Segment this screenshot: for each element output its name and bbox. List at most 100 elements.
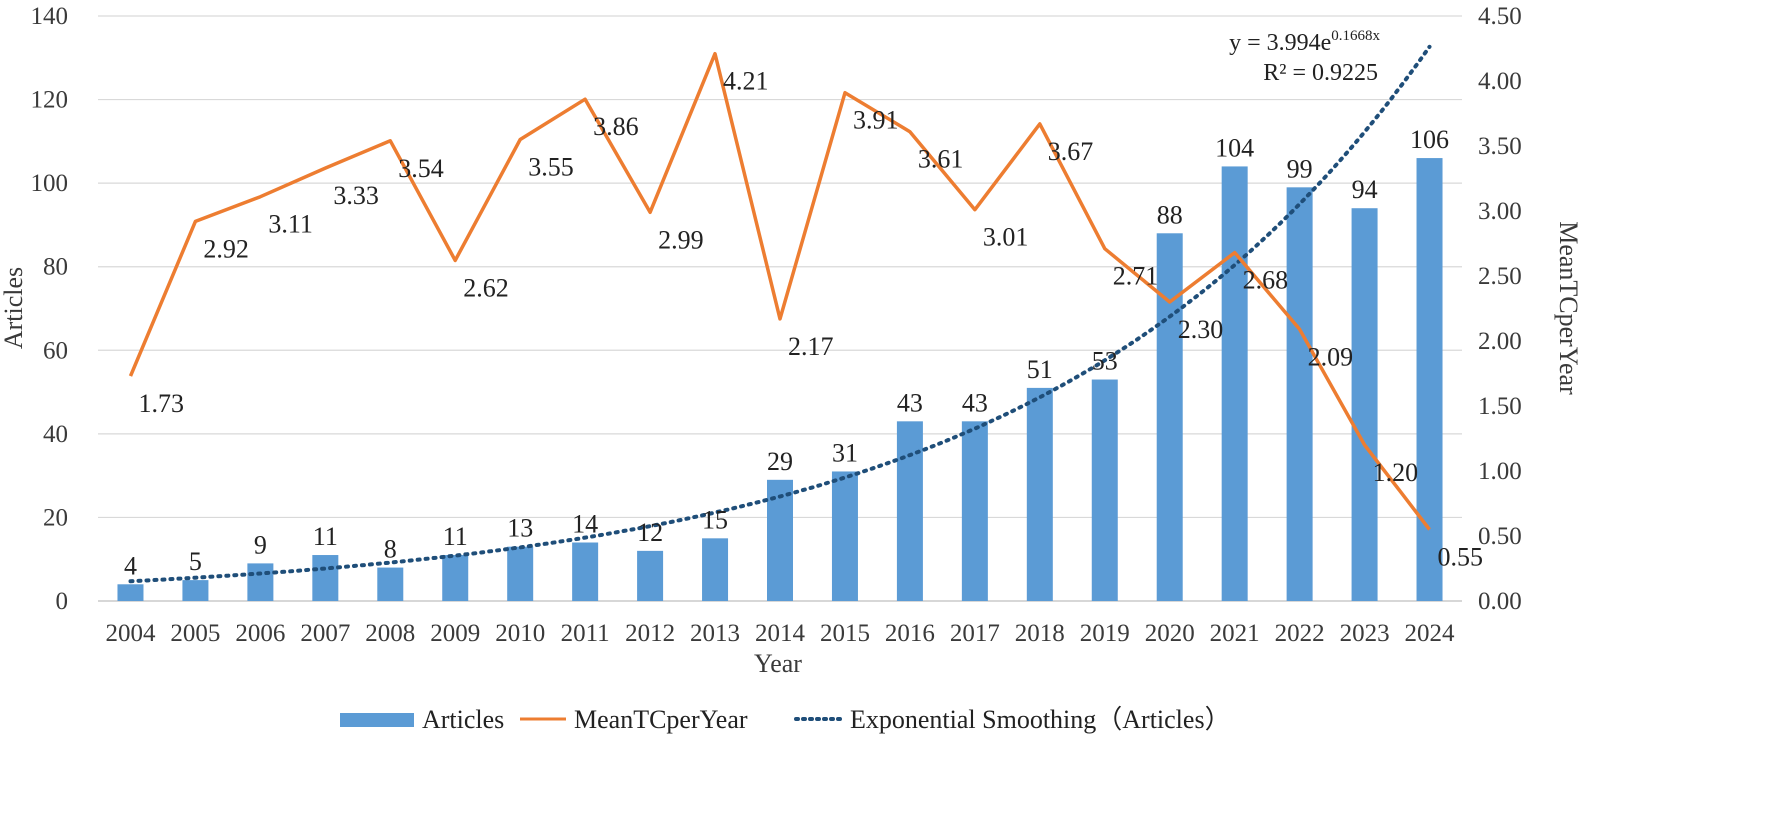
line-point-label: 3.91 bbox=[853, 106, 899, 135]
x-tick-label: 2013 bbox=[690, 620, 740, 647]
y-axis-left-ticks: 0 20 40 60 80 100 120 140 bbox=[31, 3, 69, 615]
y-tick-label: 60 bbox=[43, 337, 68, 364]
line-point-label: 2.09 bbox=[1308, 342, 1354, 371]
bar bbox=[312, 555, 339, 601]
line-point-label: 2.92 bbox=[203, 234, 249, 263]
y2-axis-title: MeanTCperYear bbox=[1554, 221, 1583, 395]
x-axis-title: Year bbox=[754, 649, 802, 678]
legend-label-meantcperyear: MeanTCperYear bbox=[574, 705, 748, 734]
bar bbox=[507, 546, 534, 601]
line-point-label: 3.61 bbox=[918, 145, 964, 174]
y2-tick-label: 3.50 bbox=[1478, 133, 1522, 160]
line-point-label: 3.55 bbox=[528, 153, 574, 182]
y2-tick-label: 0.00 bbox=[1478, 588, 1522, 615]
x-tick-label: 2014 bbox=[755, 620, 806, 647]
line-point-label: 0.55 bbox=[1438, 543, 1484, 572]
bar-label: 43 bbox=[962, 388, 988, 417]
y2-tick-label: 4.50 bbox=[1478, 3, 1522, 30]
bar-label: 106 bbox=[1410, 125, 1449, 154]
line-point-label: 1.20 bbox=[1373, 458, 1419, 487]
bar bbox=[572, 542, 599, 601]
gridlines bbox=[98, 15, 1462, 602]
line-point-label: 2.68 bbox=[1243, 266, 1289, 295]
bar-label: 11 bbox=[313, 522, 338, 551]
line-meantcperyear bbox=[128, 51, 1431, 531]
x-tick-label: 2023 bbox=[1340, 620, 1390, 647]
line-point-label: 3.54 bbox=[398, 154, 444, 183]
x-tick-label: 2011 bbox=[561, 620, 610, 647]
bar-label: 5 bbox=[189, 547, 202, 576]
x-tick-label: 2017 bbox=[950, 620, 1000, 647]
y2-tick-label: 4.00 bbox=[1478, 68, 1522, 95]
trendline-equation: y = 3.994e0.1668x R² = 0.9225 bbox=[1229, 28, 1380, 86]
trendline-exponential bbox=[128, 44, 1432, 584]
y-tick-label: 120 bbox=[31, 87, 69, 114]
x-tick-label: 2004 bbox=[105, 620, 156, 647]
y-tick-label: 140 bbox=[31, 3, 69, 30]
y-tick-label: 100 bbox=[31, 170, 69, 197]
bar-label: 31 bbox=[832, 438, 858, 467]
bar bbox=[442, 555, 469, 601]
line-data-labels: 1.73 2.92 3.11 3.33 3.54 2.62 3.55 3.86 2.99 4.21… bbox=[138, 67, 1483, 572]
y2-tick-label: 3.00 bbox=[1478, 198, 1522, 225]
line-path bbox=[128, 51, 1431, 531]
legend-label-articles: Articles bbox=[422, 705, 504, 734]
legend-label-exponential-smoothing: Exponential Smoothing（Articles） bbox=[850, 705, 1231, 734]
y2-tick-label: 2.00 bbox=[1478, 328, 1522, 355]
bar-label: 51 bbox=[1027, 355, 1053, 384]
legend-swatch-articles bbox=[340, 713, 414, 727]
bar bbox=[117, 584, 144, 601]
svg-text:y = 3.994e0.1668x: y = 3.994e0.1668x bbox=[1229, 28, 1380, 56]
x-tick-label: 2019 bbox=[1080, 620, 1130, 647]
line-point-label: 3.01 bbox=[983, 223, 1029, 252]
bar-label: 104 bbox=[1215, 133, 1254, 162]
x-tick-label: 2022 bbox=[1275, 620, 1325, 647]
legend: Articles MeanTCperYear Exponential Smoot… bbox=[340, 705, 1231, 734]
y-axis-right-ticks: 0.00 0.50 1.00 1.50 2.00 2.50 3.00 3.50 4.00 4.50 bbox=[1478, 3, 1522, 615]
bar bbox=[637, 550, 664, 601]
bar-label: 94 bbox=[1352, 175, 1378, 204]
bar bbox=[896, 421, 923, 601]
line-point-label: 2.30 bbox=[1178, 315, 1224, 344]
bar bbox=[961, 421, 988, 601]
x-tick-label: 2009 bbox=[430, 620, 480, 647]
bar bbox=[831, 471, 858, 601]
y2-tick-label: 1.00 bbox=[1478, 458, 1522, 485]
line-point-label: 2.62 bbox=[463, 273, 509, 302]
x-tick-label: 2010 bbox=[495, 620, 545, 647]
trendline-path bbox=[128, 44, 1432, 584]
y2-tick-label: 0.50 bbox=[1478, 523, 1522, 550]
legend-item-exponential-smoothing: Exponential Smoothing（Articles） bbox=[794, 705, 1231, 734]
line-point-label: 3.33 bbox=[333, 181, 379, 210]
bar-label: 53 bbox=[1092, 347, 1118, 376]
bar bbox=[1221, 166, 1248, 601]
x-tick-label: 2012 bbox=[625, 620, 675, 647]
x-tick-label: 2006 bbox=[235, 620, 285, 647]
y2-tick-label: 2.50 bbox=[1478, 263, 1522, 290]
bar bbox=[702, 538, 729, 601]
x-tick-label: 2024 bbox=[1405, 620, 1456, 647]
bar bbox=[1416, 158, 1443, 602]
bar bbox=[377, 567, 404, 601]
legend-item-articles: Articles bbox=[340, 705, 504, 734]
bar-label: 43 bbox=[897, 388, 923, 417]
y-axis-title: Articles bbox=[0, 267, 28, 349]
bar-label: 11 bbox=[443, 522, 468, 551]
line-point-label: 3.67 bbox=[1048, 137, 1094, 166]
bar-label: 88 bbox=[1157, 200, 1183, 229]
y-tick-label: 80 bbox=[43, 254, 68, 281]
bar-label: 9 bbox=[254, 530, 267, 559]
bar-label: 8 bbox=[384, 535, 397, 564]
bars-articles bbox=[117, 158, 1443, 602]
bar bbox=[1351, 208, 1378, 601]
y-tick-label: 0 bbox=[56, 588, 69, 615]
bar-label: 14 bbox=[572, 510, 598, 539]
line-point-label: 3.86 bbox=[593, 112, 639, 141]
bar-label: 12 bbox=[637, 518, 663, 547]
x-tick-label: 2021 bbox=[1210, 620, 1260, 647]
line-point-label: 2.17 bbox=[788, 332, 834, 361]
equation-prefix: y = 3.994e bbox=[1229, 30, 1331, 56]
x-tick-label: 2005 bbox=[170, 620, 220, 647]
x-tick-label: 2015 bbox=[820, 620, 870, 647]
